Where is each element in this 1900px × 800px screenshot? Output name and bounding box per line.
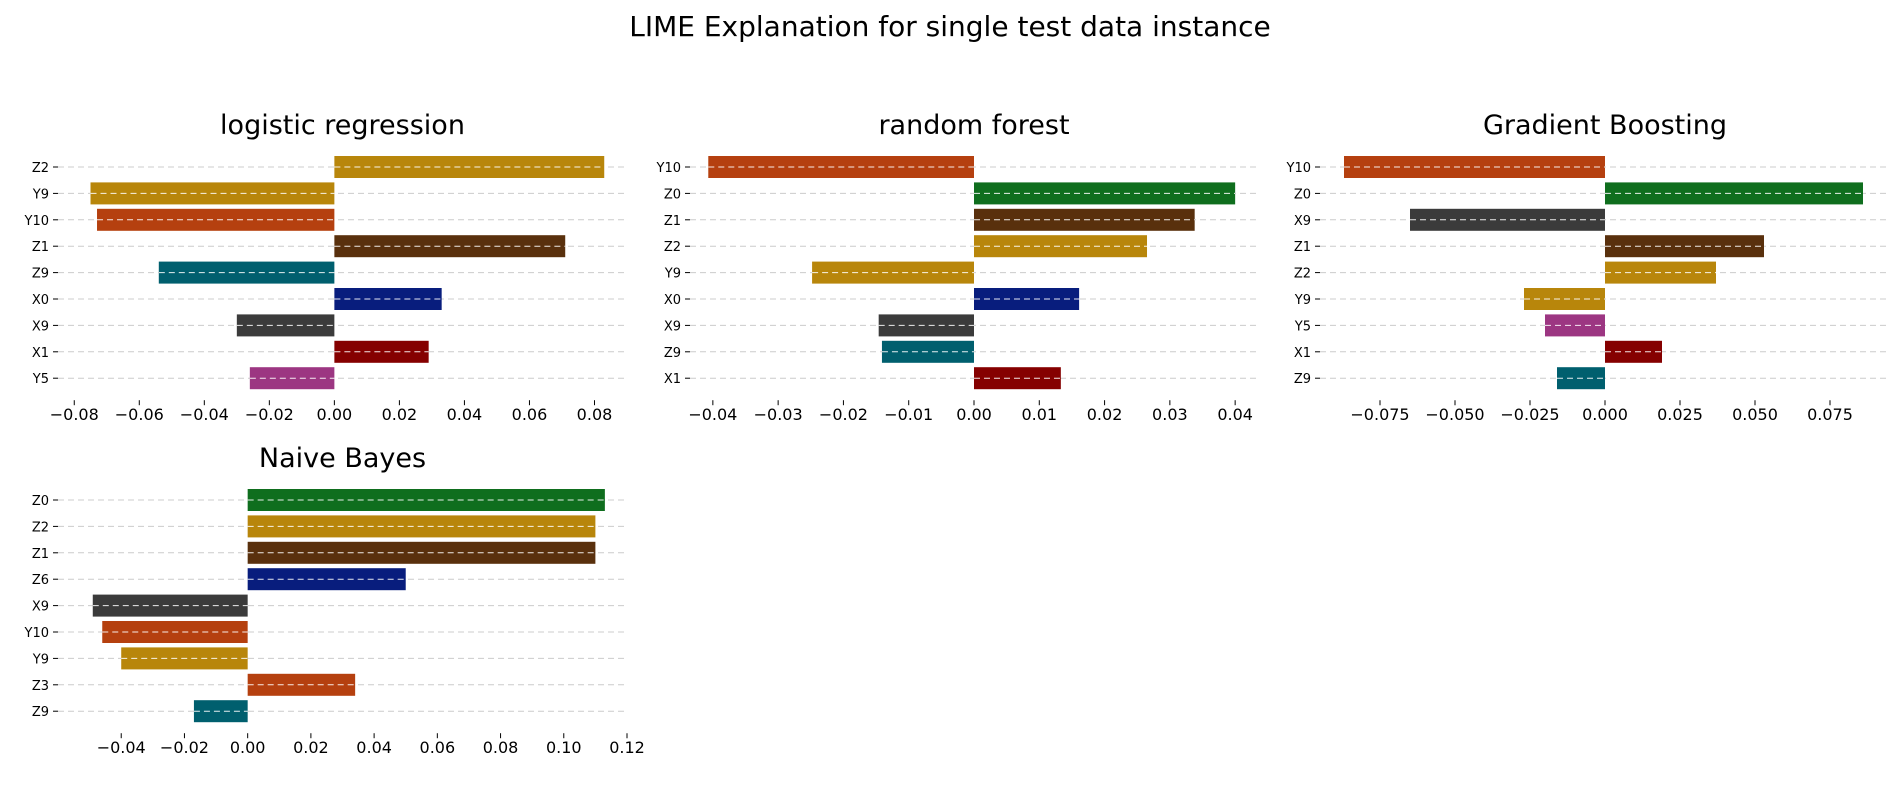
x-tick-label: −0.02 — [819, 405, 868, 424]
y-tick-label: X9 — [664, 319, 681, 334]
x-tick-label: 0.02 — [1087, 405, 1123, 424]
y-tick-label: X1 — [1294, 346, 1311, 361]
x-tick-label: 0.08 — [483, 738, 519, 757]
x-tick-label: 0.10 — [546, 738, 582, 757]
panel-title: Gradient Boosting — [1483, 110, 1727, 141]
y-tick-label: Z0 — [1294, 187, 1311, 202]
y-tick-label: Y5 — [32, 372, 49, 387]
x-tick-label: 0.06 — [512, 405, 548, 424]
panel-title: logistic regression — [220, 110, 465, 141]
figure-title: LIME Explanation for single test data in… — [629, 10, 1270, 43]
y-tick-label: Y10 — [656, 161, 681, 176]
x-tick-label: 0.06 — [420, 738, 456, 757]
y-tick-label: Z2 — [664, 240, 681, 255]
y-tick-label: Z1 — [32, 240, 49, 255]
bar-z6 — [247, 568, 406, 591]
y-tick-label: X9 — [1294, 214, 1311, 229]
x-tick-label: 0.04 — [356, 738, 392, 757]
x-tick-label: 0.03 — [1152, 405, 1188, 424]
y-tick-label: Z0 — [32, 494, 49, 509]
y-tick-label: Y9 — [32, 187, 49, 202]
y-tick-label: Y9 — [664, 267, 681, 282]
bar-y10 — [97, 208, 335, 231]
y-tick-label: Z3 — [32, 679, 49, 694]
x-tick-label: −0.02 — [160, 738, 209, 757]
chart-panel-1: logistic regression Z2 Y9 Y10 Z1 Z9 X0 X9 X1 Y5 −0… — [24, 110, 627, 424]
y-tick-label: Z1 — [664, 214, 681, 229]
y-tick-label: Y9 — [32, 652, 49, 667]
x-tick-label: −0.01 — [884, 405, 933, 424]
x-tick-label: 0.01 — [1021, 405, 1057, 424]
y-tick-label: X1 — [664, 372, 681, 387]
bar-z2 — [974, 235, 1148, 258]
bar-x9 — [878, 314, 974, 337]
bar-x1 — [334, 340, 429, 363]
y-tick-label: Y10 — [24, 214, 49, 229]
x-tick-label: 0.02 — [293, 738, 329, 757]
y-tick-label: Z0 — [664, 187, 681, 202]
y-tick-label: Z1 — [1294, 240, 1311, 255]
x-tick-label: 0.050 — [1732, 405, 1778, 424]
panel-title: Naive Bayes — [259, 443, 426, 474]
y-tick-label: X9 — [32, 319, 49, 334]
x-tick-label: −0.08 — [50, 405, 99, 424]
y-tick-label: X9 — [32, 600, 49, 615]
x-tick-label: 0.08 — [577, 405, 613, 424]
x-tick-label: 0.025 — [1657, 405, 1703, 424]
x-tick-label: 0.075 — [1807, 405, 1853, 424]
bar-z0 — [1605, 182, 1863, 205]
chart-panel-3: Gradient Boosting Y10 Z0 X9 Z1 Z2 Y9 Y5 X1 Z9 −0.0… — [1286, 110, 1890, 424]
y-tick-label: Z9 — [32, 267, 49, 282]
x-tick-label: −0.025 — [1500, 405, 1559, 424]
x-tick-label: −0.04 — [97, 738, 146, 757]
x-tick-label: 0.04 — [447, 405, 483, 424]
y-tick-label: Z2 — [32, 161, 49, 176]
x-tick-label: 0.00 — [956, 405, 992, 424]
bar-z1 — [1605, 235, 1764, 258]
x-tick-label: −0.06 — [115, 405, 164, 424]
y-tick-label: Y9 — [1294, 293, 1311, 308]
x-tick-label: 0.12 — [609, 738, 645, 757]
bar-x1 — [1605, 340, 1662, 363]
y-tick-label: X0 — [664, 293, 681, 308]
y-tick-label: Z9 — [664, 346, 681, 361]
x-tick-label: 0.00 — [230, 738, 266, 757]
x-tick-label: −0.04 — [180, 405, 229, 424]
bar-x9 — [92, 594, 248, 617]
y-tick-label: X1 — [32, 346, 49, 361]
y-tick-label: Z6 — [32, 573, 49, 588]
panel-title: random forest — [878, 110, 1069, 141]
y-tick-label: Y5 — [1294, 319, 1311, 334]
y-tick-label: Z1 — [32, 547, 49, 562]
bar-z0 — [247, 489, 605, 511]
bar-x9 — [236, 314, 335, 337]
x-tick-label: −0.075 — [1350, 405, 1409, 424]
x-tick-label: −0.03 — [754, 405, 803, 424]
x-tick-label: −0.04 — [688, 405, 737, 424]
y-tick-label: Z2 — [32, 520, 49, 535]
bar-x9 — [1410, 208, 1605, 231]
chart-panel-2: random forest Y10 Z0 Z1 Z2 Y9 X0 X9 Z9 X1 −0.04 −0.… — [656, 110, 1258, 424]
y-tick-label: Z9 — [1294, 372, 1311, 387]
x-tick-label: 0.00 — [317, 405, 353, 424]
bar-z9 — [881, 340, 974, 363]
y-tick-label: Z9 — [32, 705, 49, 720]
x-tick-label: 0.04 — [1217, 405, 1253, 424]
y-tick-label: Y10 — [1286, 161, 1311, 176]
y-tick-label: Z2 — [1294, 267, 1311, 282]
x-tick-label: 0.02 — [382, 405, 418, 424]
bar-z9 — [193, 700, 248, 723]
x-tick-label: −0.050 — [1425, 405, 1484, 424]
x-tick-label: −0.02 — [245, 405, 294, 424]
chart-panels: logistic regression Z2 Y9 Y10 Z1 Z9 X0 X9 X1 Y5 −0… — [24, 110, 1890, 757]
y-tick-label: Y10 — [24, 626, 49, 641]
x-tick-label: 0.000 — [1582, 405, 1628, 424]
chart-panel-4: Naive Bayes Z0 Z2 Z1 Z6 X9 Y10 Y9 Z3 Z9 −0.04 −0.02… — [24, 443, 645, 757]
y-tick-label: X0 — [32, 293, 49, 308]
bar-z9 — [158, 261, 335, 284]
